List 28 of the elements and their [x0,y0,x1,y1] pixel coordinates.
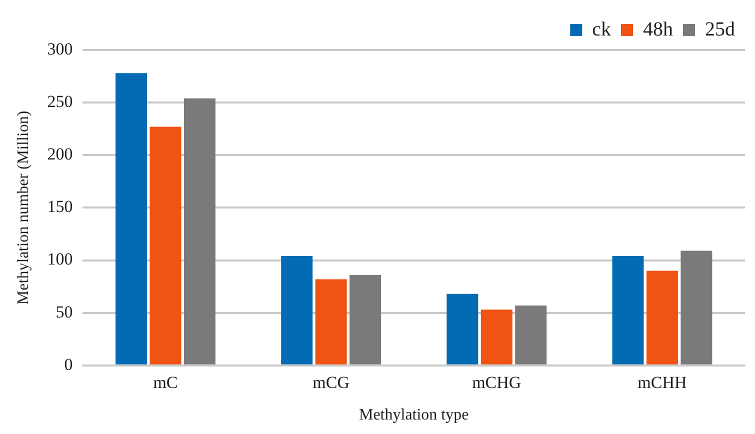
bar [612,256,644,364]
y-tick-label: 150 [47,197,73,216]
x-tick-label: mCG [312,373,350,392]
legend-label: 25d [705,18,735,40]
bar [184,98,216,364]
legend-label: 48h [643,18,673,40]
y-tick-label: 50 [56,302,73,322]
bar [515,305,547,364]
y-tick-label: 300 [47,39,73,58]
bar [680,250,712,364]
bar [646,270,678,364]
bar [315,279,347,364]
y-tick-label: 250 [47,92,73,112]
bar [480,310,512,364]
y-tick-label: 0 [64,354,73,374]
legend-label: ck [592,18,612,40]
x-axis-title: Methylation type [358,406,469,424]
bar [446,294,478,364]
y-axis-title: Methylation number (Million) [14,110,32,305]
bar [150,126,182,364]
bar [281,256,313,364]
y-tick-label: 100 [47,250,73,269]
y-tick-label: 200 [47,144,73,164]
bar [116,73,148,364]
x-tick-label: mCHG [472,373,522,392]
x-tick-label: mCHH [638,373,687,392]
x-tick-label: mC [153,373,178,392]
bar [350,274,382,364]
